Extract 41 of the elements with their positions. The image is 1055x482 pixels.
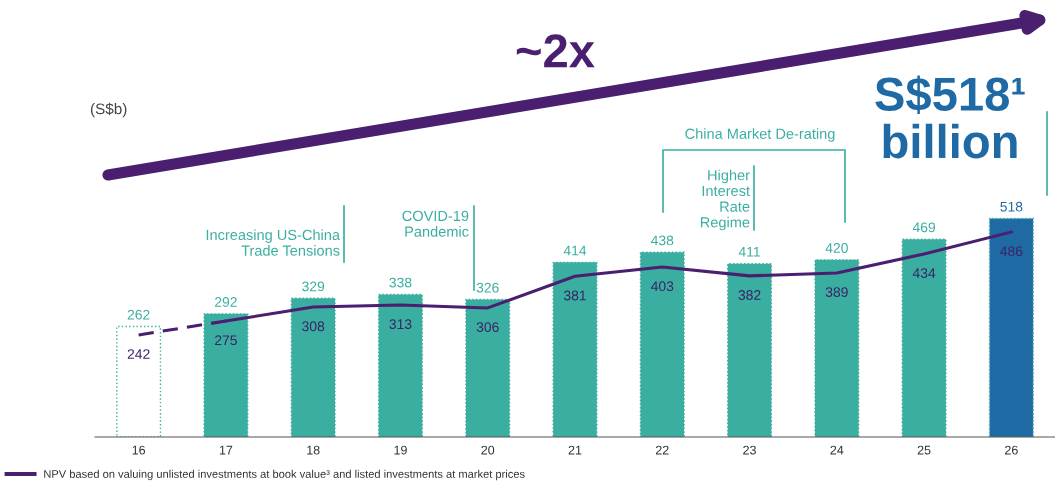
x-tick-label: 24 [830, 445, 844, 455]
data-label: 403 [651, 281, 674, 292]
data-label: 414 [563, 245, 587, 256]
data-label: 518 [1000, 201, 1023, 212]
data-label: 313 [389, 319, 412, 330]
data-label: 411 [738, 247, 760, 257]
data-label: 469 [912, 222, 936, 233]
x-tick-label: 16 [132, 445, 146, 455]
data-label: 338 [389, 277, 412, 288]
data-label: 389 [825, 287, 848, 297]
text: China Market De-rating [685, 128, 835, 142]
text: S$518¹ billion [875, 75, 1025, 159]
data-label: 308 [302, 321, 325, 332]
data-label: 434 [912, 268, 936, 279]
annotation: Increasing US-China Trade Tensions [206, 229, 341, 256]
data-label: 275 [215, 335, 237, 346]
annotation: COVID-19 Pandemic [402, 210, 469, 237]
data-label: 438 [651, 235, 674, 246]
x-tick-label: 22 [655, 445, 669, 455]
data-label: 326 [476, 282, 499, 293]
x-tick-label: 26 [1005, 445, 1018, 455]
text: ~2x [516, 34, 595, 68]
data-label: 262 [127, 309, 150, 320]
x-tick-label: 21 [568, 445, 582, 455]
data-label: 306 [476, 322, 499, 333]
data-label: 329 [302, 281, 325, 292]
annotation: Higher Interest Rate Regime [700, 169, 750, 231]
text: (S$b) [90, 102, 127, 118]
data-label: 382 [738, 290, 761, 300]
x-tick-label: 23 [743, 445, 756, 455]
data-label: 486 [1000, 246, 1023, 257]
x-tick-label: 20 [481, 445, 495, 455]
x-tick-label: 19 [394, 445, 407, 455]
x-tick-label: 18 [307, 445, 320, 455]
legend-label: NPV based on valuing unlisted investments at book value³ and listed investments at market prices [44, 469, 525, 481]
x-tick-label: 25 [917, 445, 931, 455]
data-label: 242 [127, 349, 150, 359]
data-label: 292 [215, 297, 237, 307]
data-label: 420 [825, 243, 848, 253]
data-label: 381 [563, 290, 586, 301]
x-tick-label: 17 [219, 445, 233, 455]
